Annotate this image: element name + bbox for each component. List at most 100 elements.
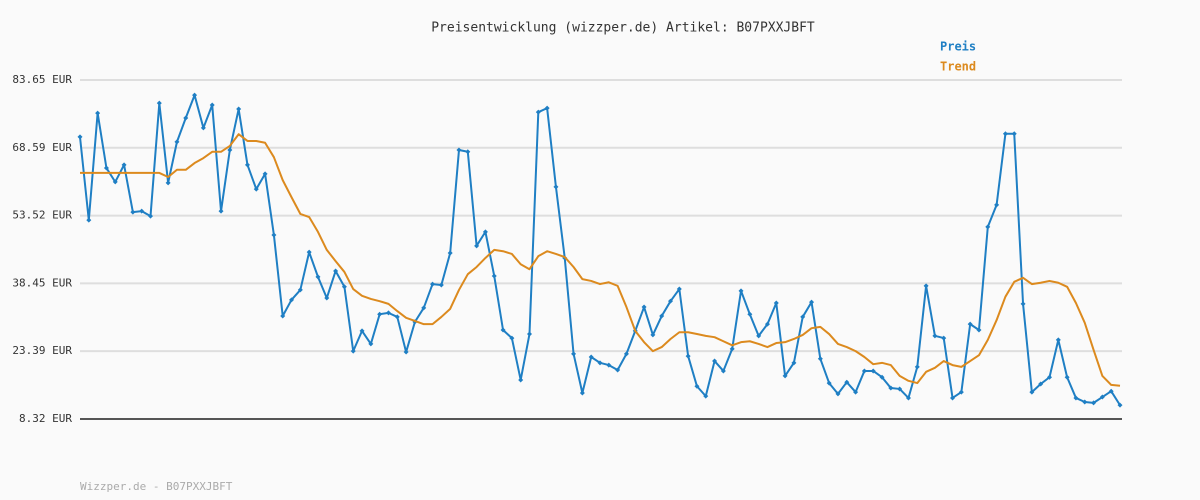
point-marker [738, 288, 744, 294]
point-marker [597, 360, 603, 366]
point-marker [1020, 301, 1026, 307]
point-marker [1029, 389, 1035, 395]
point-marker [844, 379, 850, 385]
point-marker [773, 300, 779, 306]
point-marker [209, 102, 215, 108]
point-marker [156, 100, 162, 106]
point-marker [553, 184, 559, 190]
point-marker [853, 389, 859, 395]
point-marker [1002, 131, 1008, 137]
point-marker [509, 335, 515, 341]
series-line [79, 94, 1121, 406]
point-marker [985, 224, 991, 230]
point-marker [958, 389, 964, 395]
point-marker [385, 310, 391, 316]
point-marker [244, 162, 250, 168]
point-marker [579, 390, 585, 396]
point-marker [791, 360, 797, 366]
y-tick-label: 8.32 EUR [19, 412, 72, 425]
point-marker [130, 209, 136, 215]
point-marker [870, 368, 876, 374]
point-marker [826, 380, 832, 386]
point-marker [289, 297, 295, 303]
y-tick-label: 53.52 EUR [12, 209, 72, 222]
legend-label: Preis [940, 40, 976, 54]
point-marker [465, 149, 471, 155]
y-tick-label: 23.39 EUR [12, 344, 72, 357]
point-marker [315, 274, 321, 280]
point-marker [588, 354, 594, 360]
point-marker [976, 327, 982, 333]
point-marker [535, 109, 541, 115]
point-marker [350, 348, 356, 354]
point-marker [368, 341, 374, 347]
point-marker [932, 333, 938, 339]
point-marker [192, 92, 198, 98]
point-marker [491, 273, 497, 279]
point-marker [764, 321, 770, 327]
point-marker [236, 106, 242, 112]
point-marker [606, 362, 612, 368]
chart-title: Preisentwicklung (wizzper.de) Artikel: B… [431, 21, 815, 36]
point-marker [967, 321, 973, 327]
point-marker [897, 386, 903, 392]
point-marker [1099, 394, 1105, 400]
point-marker [1108, 388, 1114, 394]
point-marker [518, 377, 524, 383]
point-marker [474, 243, 480, 249]
point-marker [95, 110, 101, 116]
point-marker [729, 346, 735, 352]
point-marker [324, 295, 330, 301]
point-marker [165, 180, 171, 186]
y-tick-label: 83.65 EUR [12, 73, 72, 86]
point-marker [835, 391, 841, 397]
y-tick-label: 68.59 EUR [12, 141, 72, 154]
point-marker [377, 311, 383, 317]
point-marker [615, 367, 621, 373]
point-marker [668, 298, 674, 304]
point-marker [941, 335, 947, 341]
point-marker [861, 368, 867, 374]
legend-label: Trend [940, 60, 976, 74]
point-marker [183, 115, 189, 121]
point-marker [447, 250, 453, 256]
point-marker [1046, 374, 1052, 380]
point-marker [1082, 399, 1088, 405]
point-marker [271, 232, 277, 238]
point-marker [641, 304, 647, 310]
point-marker [86, 217, 92, 223]
point-marker [817, 356, 823, 362]
point-marker [659, 313, 665, 319]
point-marker [438, 282, 444, 288]
point-marker [297, 287, 303, 293]
point-marker [905, 395, 911, 401]
point-marker [544, 105, 550, 111]
point-marker [694, 383, 700, 389]
point-marker [914, 364, 920, 370]
point-marker [1055, 337, 1061, 343]
point-marker [306, 249, 312, 255]
point-marker [456, 147, 462, 153]
point-marker [77, 134, 83, 140]
point-marker [756, 333, 762, 339]
point-marker [394, 314, 400, 320]
point-marker [218, 208, 224, 214]
point-marker [112, 179, 118, 185]
point-marker [280, 313, 286, 319]
point-marker [1064, 374, 1070, 380]
point-marker [703, 393, 709, 399]
point-marker [421, 305, 427, 311]
point-marker [103, 165, 109, 171]
series-line [80, 133, 1121, 387]
point-marker [950, 395, 956, 401]
point-marker [1011, 131, 1017, 137]
point-marker [782, 373, 788, 379]
point-marker [623, 351, 629, 357]
point-marker [879, 374, 885, 380]
point-marker [200, 125, 206, 131]
point-marker [1073, 395, 1079, 401]
point-marker [341, 284, 347, 290]
point-marker [1091, 400, 1097, 406]
point-marker [526, 331, 532, 337]
